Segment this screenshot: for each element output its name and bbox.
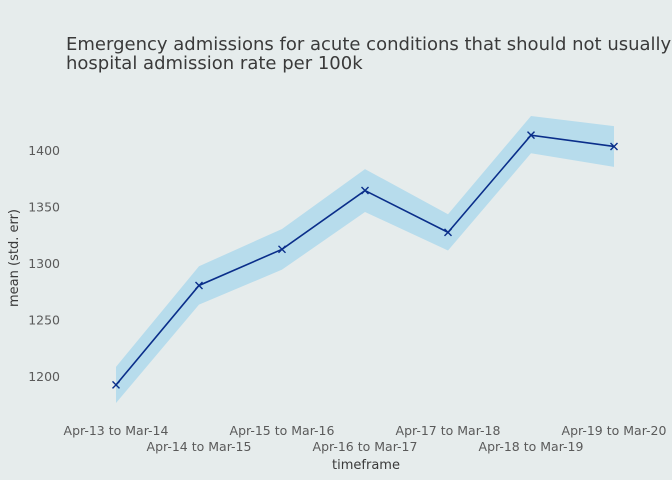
y-tick-label: 1300 bbox=[28, 256, 60, 271]
x-tick-label: Apr-14 to Mar-15 bbox=[147, 439, 252, 454]
marker-stroke bbox=[195, 281, 203, 290]
y-tick-label: 1250 bbox=[28, 313, 60, 328]
marker-stroke bbox=[361, 186, 369, 195]
x-tick-label: Apr-18 to Mar-19 bbox=[479, 439, 584, 454]
y-tick-label: 1400 bbox=[28, 143, 60, 158]
marker-stroke bbox=[278, 245, 286, 254]
marker-stroke bbox=[112, 380, 120, 389]
data-point-marker bbox=[527, 131, 535, 140]
x-tick-label: Apr-16 to Mar-17 bbox=[313, 439, 418, 454]
marker-stroke bbox=[610, 142, 618, 151]
x-tick-label: Apr-15 to Mar-16 bbox=[230, 423, 335, 438]
data-point-marker bbox=[195, 281, 203, 290]
data-point-marker bbox=[112, 380, 120, 389]
std-err-band bbox=[116, 115, 614, 403]
data-point-marker bbox=[278, 245, 286, 254]
y-tick-label: 1200 bbox=[28, 369, 60, 384]
marker-stroke bbox=[444, 228, 452, 237]
y-axis-title: mean (std. err) bbox=[7, 209, 22, 307]
x-axis-title: timeframe bbox=[332, 458, 400, 473]
data-point-marker bbox=[610, 142, 618, 151]
y-tick-label: 1350 bbox=[28, 200, 60, 215]
data-point-marker bbox=[444, 228, 452, 237]
chart-title-line-2: hospital admission rate per 100k bbox=[66, 53, 363, 74]
x-tick-label: Apr-19 to Mar-20 bbox=[562, 423, 667, 438]
x-tick-label: Apr-17 to Mar-18 bbox=[396, 423, 501, 438]
error-band-layer bbox=[116, 115, 614, 403]
x-tick-label: Apr-13 to Mar-14 bbox=[64, 423, 169, 438]
chart-title-line-1: Emergency admissions for acute condition… bbox=[66, 34, 672, 55]
y-axis-ticks: 1200 1250 1300 1350 1400 bbox=[28, 143, 60, 384]
marker-layer bbox=[112, 131, 618, 389]
data-point-marker bbox=[361, 186, 369, 195]
marker-stroke bbox=[527, 131, 535, 140]
